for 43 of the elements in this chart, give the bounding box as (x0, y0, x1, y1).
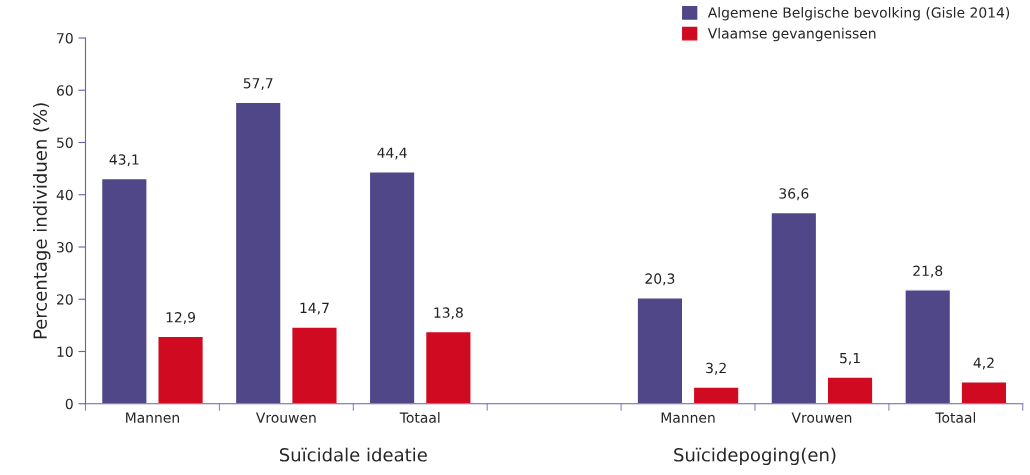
y-axis-title: Percentage individuen (%) (32, 103, 51, 339)
data-label: 3,2 (706, 362, 726, 375)
data-label: 12,9 (166, 312, 196, 324)
y-tick-label: 60 (56, 85, 73, 96)
x-tick-label: Totaal (399, 412, 440, 423)
y-tick-label: 70 (57, 32, 73, 44)
data-label: 14,7 (300, 302, 329, 315)
data-label: 4,2 (973, 357, 994, 370)
y-tick-label: 30 (57, 241, 73, 253)
bar (424, 330, 472, 404)
text: Suïcidale ideatie (279, 447, 427, 462)
data-label: 13,8 (434, 307, 463, 320)
y-tick-label: 40 (56, 189, 73, 201)
data-label: 57,7 (243, 78, 273, 90)
x-tick-label: Mannen (661, 412, 715, 423)
bar (904, 289, 952, 404)
x-tick-label: Vrouwen (256, 412, 316, 423)
x-tick-label: Totaal (935, 412, 976, 423)
data-label: 43,1 (109, 154, 139, 167)
data-label: 20,3 (645, 273, 675, 286)
bar (826, 376, 874, 404)
bar (234, 101, 282, 404)
x-tick-label: Mannen (126, 412, 179, 423)
legend-label: Vlaamse gevangenissen (707, 27, 876, 42)
data-label: 36,6 (779, 188, 809, 201)
data-label: 44,4 (377, 147, 407, 160)
bar (368, 171, 416, 404)
bar (692, 386, 740, 404)
bar (960, 381, 1008, 404)
text: Suïcidepoging(en) (674, 447, 836, 466)
bar (100, 177, 148, 404)
y-tick-label: 50 (57, 137, 73, 148)
bar (770, 211, 818, 404)
y-tick-label: 10 (57, 346, 73, 357)
bar (291, 326, 338, 404)
data-label: 5,1 (840, 352, 860, 365)
bar (157, 335, 205, 404)
x-tick-label: Vrouwen (791, 412, 852, 423)
y-tick-label: 0 (65, 398, 73, 410)
legend-label: Algemene Belgische bevolking (Gisle 2014) (707, 7, 1010, 21)
y-tick-label: 20 (57, 294, 73, 305)
bar (636, 296, 684, 404)
data-label: 21,8 (913, 265, 943, 278)
